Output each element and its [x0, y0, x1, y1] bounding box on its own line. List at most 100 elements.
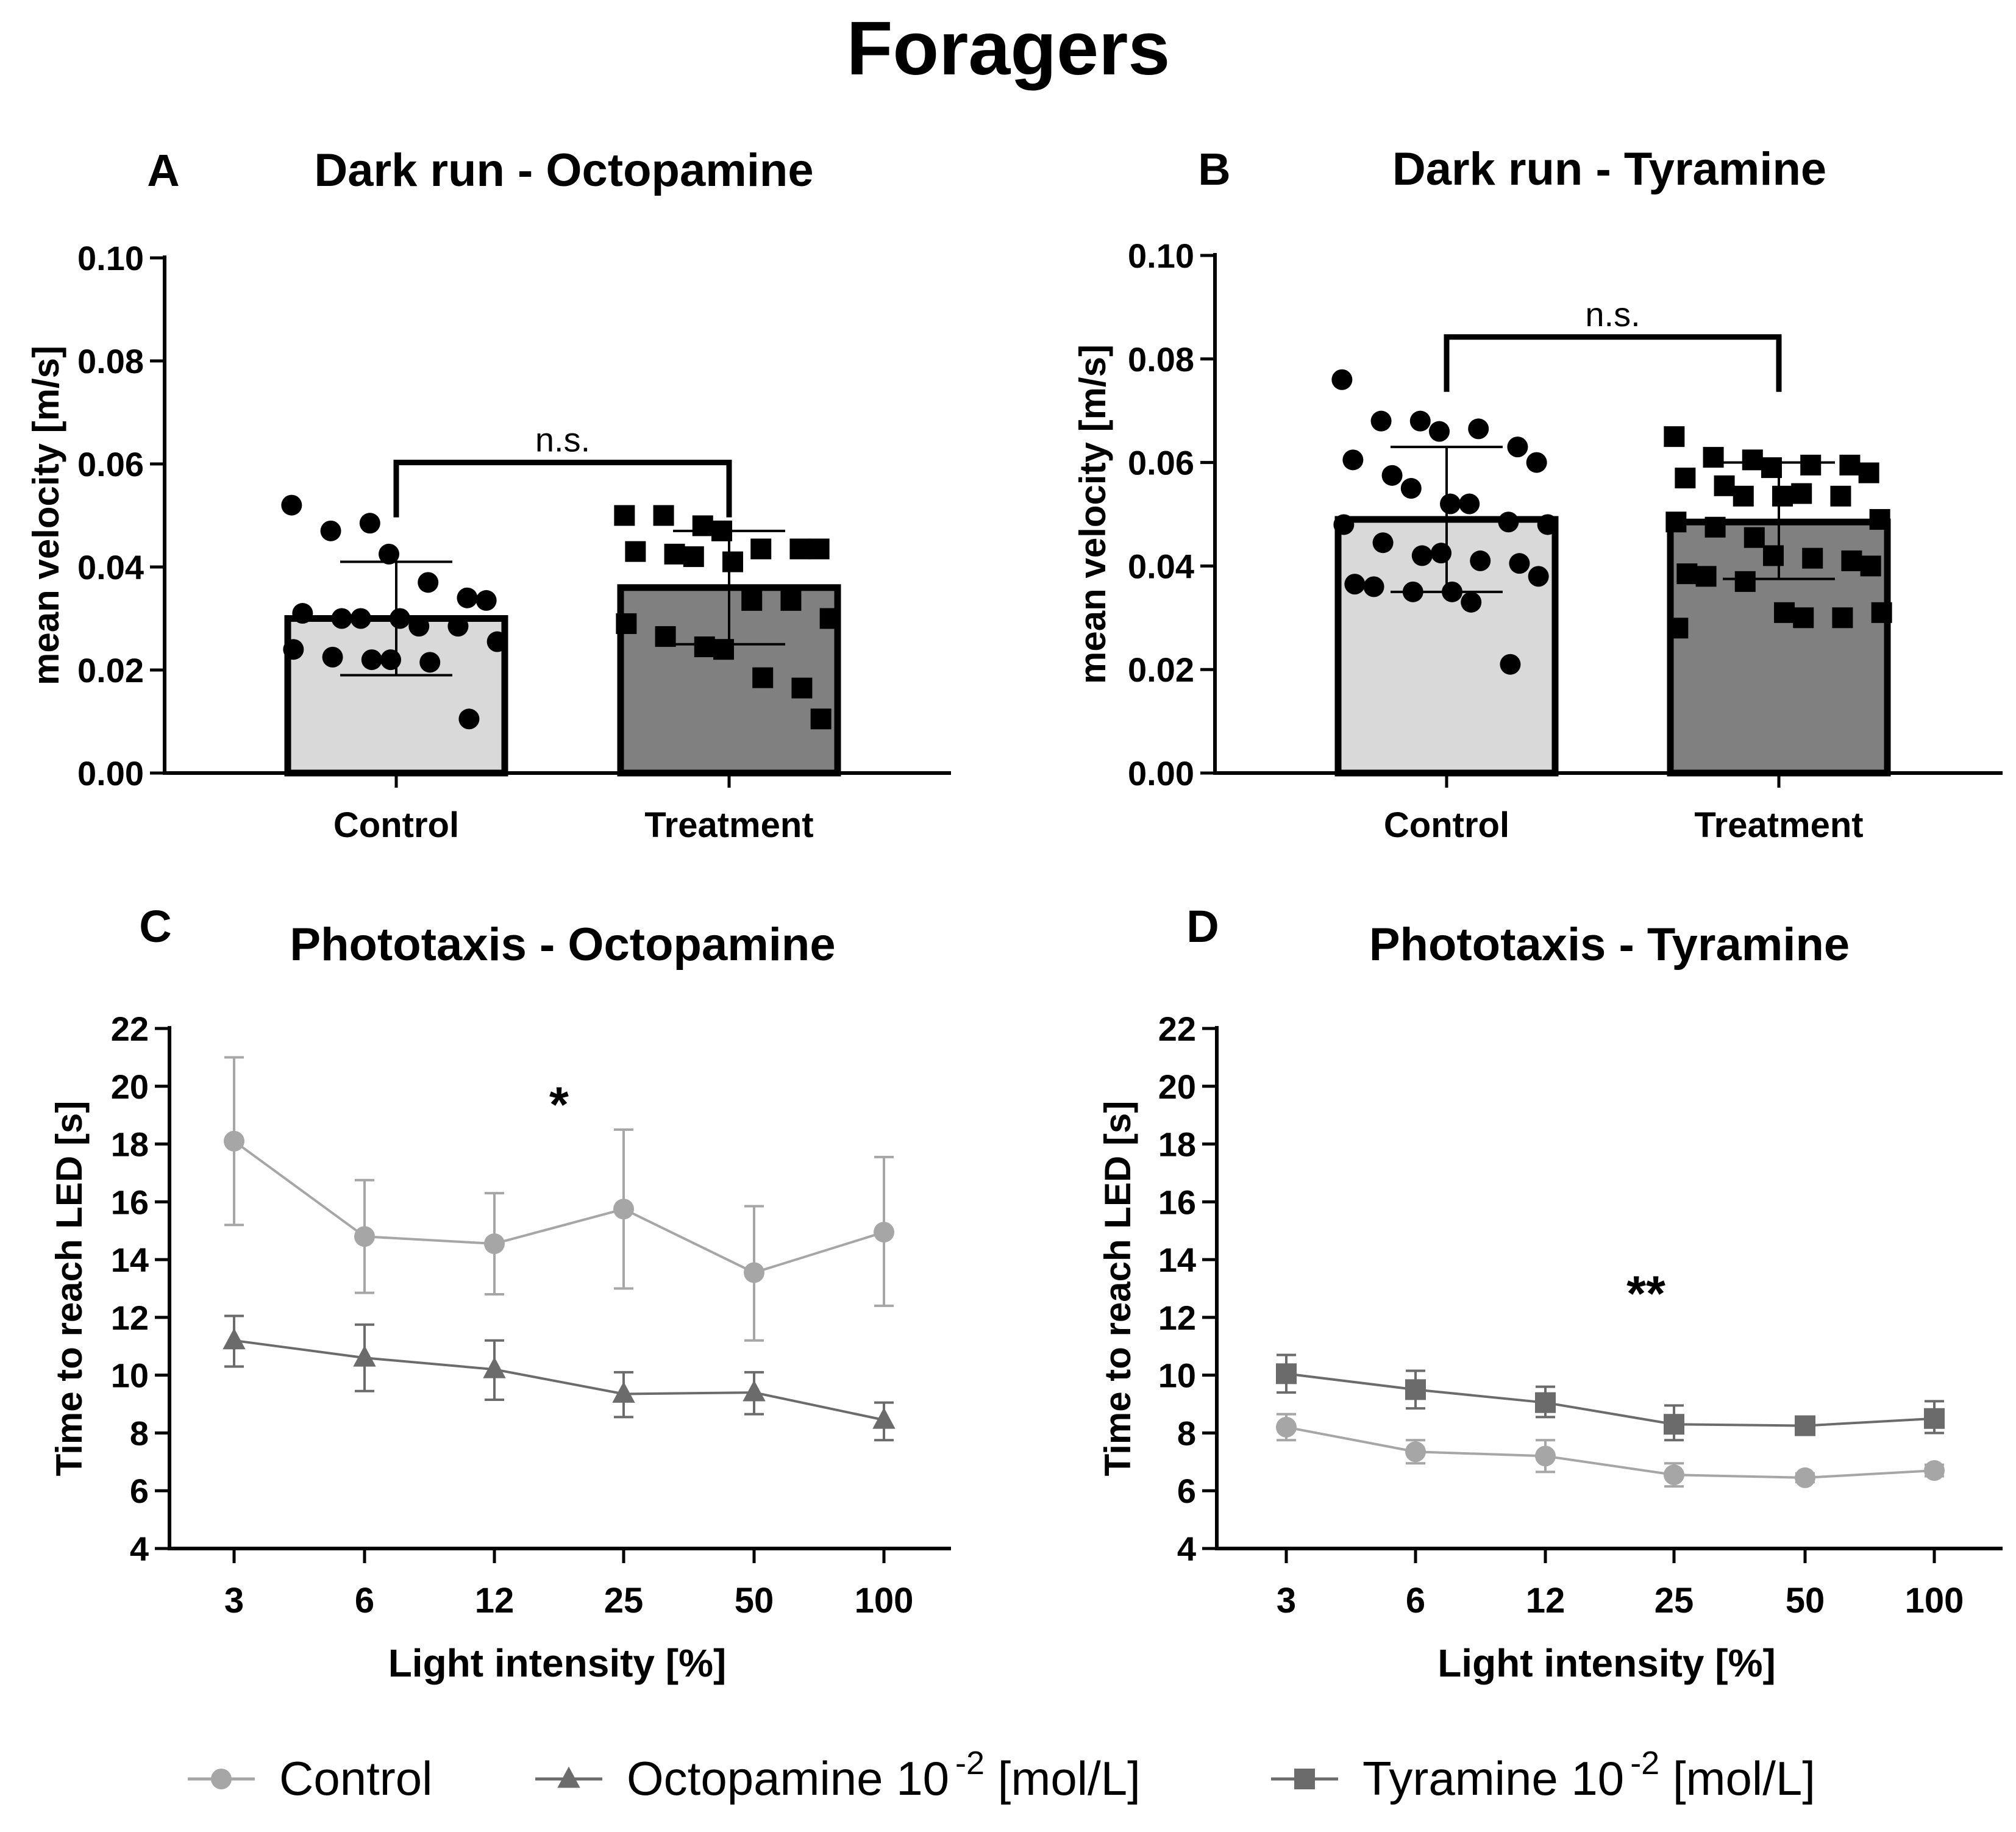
data-point: [722, 551, 743, 572]
y-tick-label: 20: [1158, 1067, 1196, 1106]
data-point: [380, 649, 401, 671]
data-point: [1363, 576, 1384, 597]
x-tick-label: Control: [333, 805, 459, 845]
data-point: [1276, 1416, 1297, 1438]
data-point: [625, 541, 646, 562]
y-tick-label: 0.10: [77, 239, 144, 277]
series-line: [233, 1140, 885, 1274]
data-point: [1526, 452, 1547, 473]
data-point: [1405, 1379, 1426, 1400]
panel-d-phototaxis-tyramine: D Phototaxis - Tyramine Time to reach LED …: [1097, 901, 2003, 1685]
data-point: [418, 572, 439, 593]
y-axis-label: Time to reach LED [s]: [49, 1101, 90, 1477]
series-line: [233, 1339, 885, 1422]
y-tick-label: 18: [111, 1125, 149, 1164]
data-point: [419, 652, 441, 673]
panel-b-dark-run-tyramine: B Dark run - Tyramine mean velocity [m/s] 0…: [1072, 143, 2003, 845]
panel-letter: A: [147, 145, 179, 196]
data-point: [361, 649, 382, 671]
data-point: [1535, 1445, 1556, 1467]
data-point: [1858, 462, 1879, 483]
data-point: [1509, 553, 1530, 574]
data-point: [1500, 654, 1521, 675]
data-point: [1795, 1467, 1815, 1488]
legend-label: Tyramine 10 -2 [mol/L]: [1362, 1745, 1815, 1805]
y-tick-label: 0.04: [77, 548, 144, 586]
data-point: [613, 1199, 634, 1220]
data-point: [1381, 465, 1403, 486]
significance-bracket: [1444, 334, 1782, 392]
x-tick-label: 25: [604, 1581, 644, 1620]
y-tick-label: 0.00: [1128, 754, 1194, 793]
data-point: [713, 639, 734, 660]
data-point: [353, 1345, 376, 1367]
series-line: [1286, 1372, 1935, 1427]
y-tick-label: 4: [130, 1530, 149, 1568]
data-point: [1695, 566, 1717, 587]
data-point: [1429, 421, 1450, 442]
y-tick-label: 0.08: [77, 342, 144, 380]
x-tick-label: 50: [1786, 1581, 1825, 1620]
data-point: [1333, 514, 1355, 535]
data-point: [1507, 437, 1528, 458]
data-point: [694, 636, 715, 657]
panel-title: Phototaxis - Octopamine: [290, 919, 835, 971]
panel-title: Phototaxis - Tyramine: [1369, 919, 1850, 971]
data-point: [614, 505, 635, 526]
figure-title: Foragers: [847, 7, 1170, 91]
data-point: [1839, 454, 1861, 476]
x-tick-label: 12: [1526, 1581, 1565, 1620]
significance-bracket: [393, 460, 732, 518]
data-point: [1370, 410, 1392, 432]
data-point: [322, 646, 343, 668]
y-axis-label: Time to reach LED [s]: [1097, 1101, 1138, 1477]
data-point: [1832, 607, 1853, 629]
y-tick-label: 18: [1158, 1125, 1196, 1164]
y-tick-label: 4: [1177, 1530, 1196, 1568]
data-point: [1405, 1441, 1426, 1463]
data-point: [1537, 514, 1558, 535]
data-point: [1331, 369, 1353, 390]
data-point: [486, 631, 508, 652]
y-tick-label: 0.00: [77, 754, 144, 793]
x-tick-label: 6: [355, 1581, 374, 1620]
y-tick-label: 6: [130, 1472, 149, 1510]
data-point: [331, 608, 352, 629]
data-point: [1774, 602, 1795, 623]
data-point: [1924, 1408, 1945, 1429]
data-point: [1871, 602, 1892, 623]
x-tick-label: 3: [1277, 1581, 1296, 1620]
data-point: [1470, 550, 1491, 571]
x-axis-label: Light intensity [%]: [1437, 1641, 1776, 1685]
data-point: [283, 639, 304, 660]
data-point: [379, 543, 399, 565]
y-tick-label: 12: [1158, 1299, 1196, 1337]
data-point: [1924, 1460, 1945, 1481]
data-point: [683, 546, 704, 568]
x-tick-label: 100: [855, 1581, 914, 1620]
data-point: [1714, 475, 1735, 496]
data-point: [810, 708, 832, 730]
data-point: [1409, 410, 1431, 432]
panel-letter: D: [1186, 901, 1219, 952]
x-tick-label: 6: [1406, 1581, 1425, 1620]
data-point: [1830, 485, 1851, 507]
data-point: [791, 677, 813, 699]
legend-marker-circle: [211, 1769, 232, 1789]
panel-letter: B: [1198, 144, 1230, 194]
y-tick-label: 22: [1158, 1010, 1196, 1048]
data-point: [741, 590, 763, 611]
data-point: [653, 505, 674, 526]
data-point: [390, 608, 410, 629]
data-point: [750, 538, 772, 560]
data-point: [1344, 574, 1366, 595]
data-point: [1763, 545, 1784, 566]
data-point: [350, 608, 371, 629]
data-point: [223, 1328, 246, 1350]
data-point: [292, 603, 313, 624]
panel-a-dark-run-octopamine: A Dark run - Octopamine mean velocity [m/s…: [26, 144, 951, 845]
panel-title: Dark run - Tyramine: [1392, 143, 1826, 195]
x-tick-label: Treatment: [644, 805, 813, 845]
data-point: [1795, 1415, 1815, 1436]
